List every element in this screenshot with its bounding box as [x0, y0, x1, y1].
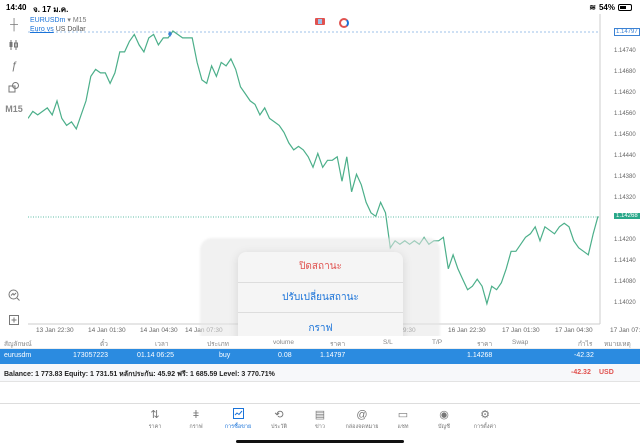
x-axis-label: 17 Jan 07:30 — [610, 327, 640, 334]
y-axis-label: 1.14620 — [614, 89, 636, 96]
trade-icon — [218, 408, 258, 422]
chart-button[interactable]: กราฟ — [308, 322, 333, 334]
x-axis-label: 14 Jan 01:30 — [88, 327, 126, 334]
battery-percent: 54% — [598, 3, 615, 12]
entry-price-label: 1.14797 — [614, 28, 640, 36]
positions-table: สัญลักษณ์ ตั๋ว เวลา ประเภท volume ราคา S… — [0, 336, 640, 382]
x-axis-label: 17 Jan 01:30 — [502, 327, 540, 334]
y-axis-label: 1.14440 — [614, 152, 636, 159]
clock: 14:40 — [6, 3, 27, 12]
crosshair-icon[interactable]: ┼ — [10, 19, 18, 31]
trade-panel-icon[interactable] — [315, 18, 325, 25]
tab-news[interactable]: ▤ ข่าว — [300, 408, 340, 431]
y-axis-label: 1.14560 — [614, 110, 636, 117]
x-axis-label: 17 Jan 04:30 — [555, 327, 593, 334]
zoom-chart-icon[interactable] — [4, 286, 24, 304]
tab-history[interactable]: ⟲ ประวัติ — [259, 408, 299, 431]
home-indicator — [236, 440, 404, 443]
y-axis-label: 1.14080 — [614, 278, 636, 285]
tab-accounts[interactable]: ◉ บัญชี — [424, 408, 464, 431]
chart-type-icon[interactable] — [4, 36, 24, 54]
wifi-icon: ≋ — [589, 3, 596, 12]
quotes-icon: ⇅ — [150, 409, 160, 421]
account-summary: Balance: 1 773.83 Equity: 1 731.51 หลักป… — [0, 364, 640, 382]
x-axis-label: 13 Jan 22:30 — [36, 327, 74, 334]
settings-icon: ⚙ — [480, 409, 490, 421]
y-axis-label: 1.14320 — [614, 194, 636, 201]
status-bar: 14:40 จ. 17 ม.ค. ≋ 54% — [0, 0, 640, 14]
bottom-tab-bar: ⇅ ราคา ǂ กราฟ การซื้อขาย ⟲ ประวัติ ▤ ข่าว @ ก… — [0, 404, 640, 447]
y-axis-label: 1.14740 — [614, 47, 636, 54]
history-icon: ⟲ — [274, 409, 284, 421]
timeframe-label: M15 — [72, 17, 87, 24]
timeframe-button[interactable]: M15 — [5, 104, 23, 114]
symbol-header[interactable]: EURUSDm ▾ M15 Euro vs US Dollar — [30, 17, 87, 33]
tab-settings[interactable]: ⚙ การตั้งค่า — [465, 408, 505, 431]
tab-mailbox[interactable]: @ กล่องจดหมาย — [342, 408, 382, 431]
add-indicator-icon[interactable] — [4, 311, 24, 329]
y-axis-label: 1.14140 — [614, 257, 636, 264]
close-position-button[interactable]: ปิดสถานะ — [238, 252, 403, 283]
x-axis-label: 14 Jan 04:30 — [140, 327, 178, 334]
y-axis-label: 1.14380 — [614, 173, 636, 180]
tab-charts[interactable]: ǂ กราฟ — [176, 408, 216, 431]
objects-icon[interactable] — [4, 78, 24, 96]
indicators-icon[interactable]: ƒ — [10, 60, 18, 72]
modify-position-button[interactable]: ปรับเปลี่ยนสถานะ — [238, 283, 403, 314]
mailbox-icon: @ — [356, 409, 368, 421]
accounts-icon: ◉ — [439, 409, 449, 421]
date: จ. 17 ม.ค. — [33, 5, 69, 14]
table-row[interactable]: eurusdm 173057223 01.14 06:25 buy 0.08 1… — [0, 349, 640, 364]
news-icon: ▤ — [314, 409, 326, 421]
chat-icon: ▭ — [397, 409, 409, 421]
y-axis-label: 1.14020 — [614, 299, 636, 306]
tab-trade[interactable]: การซื้อขาย — [218, 408, 258, 431]
y-axis-label: 1.14500 — [614, 131, 636, 138]
tab-chat[interactable]: ▭ แชท — [383, 408, 423, 431]
y-axis-label: 1.14680 — [614, 68, 636, 75]
tab-quotes[interactable]: ⇅ ราคา — [135, 408, 175, 431]
position-action-menu: ปิดสถานะ ปรับเปลี่ยนสถานะ กราฟ — [238, 252, 403, 344]
symbol-description: US Dollar — [55, 26, 86, 33]
x-axis-label: 16 Jan 22:30 — [448, 327, 486, 334]
symbol-name[interactable]: EURUSDm — [30, 17, 66, 24]
table-header: สัญลักษณ์ ตั๋ว เวลา ประเภท volume ราคา S… — [0, 336, 640, 349]
trade-toggle-icon[interactable] — [339, 18, 349, 28]
battery-icon — [618, 4, 632, 11]
charts-icon: ǂ — [192, 409, 200, 421]
total-profit: -42.32 — [571, 369, 591, 376]
current-price-label: 1.14268 — [614, 213, 640, 219]
y-axis-label: 1.14200 — [614, 236, 636, 243]
one-click-trading — [315, 18, 349, 28]
chart-toolbar: ┼ ƒ M15 — [0, 14, 28, 334]
